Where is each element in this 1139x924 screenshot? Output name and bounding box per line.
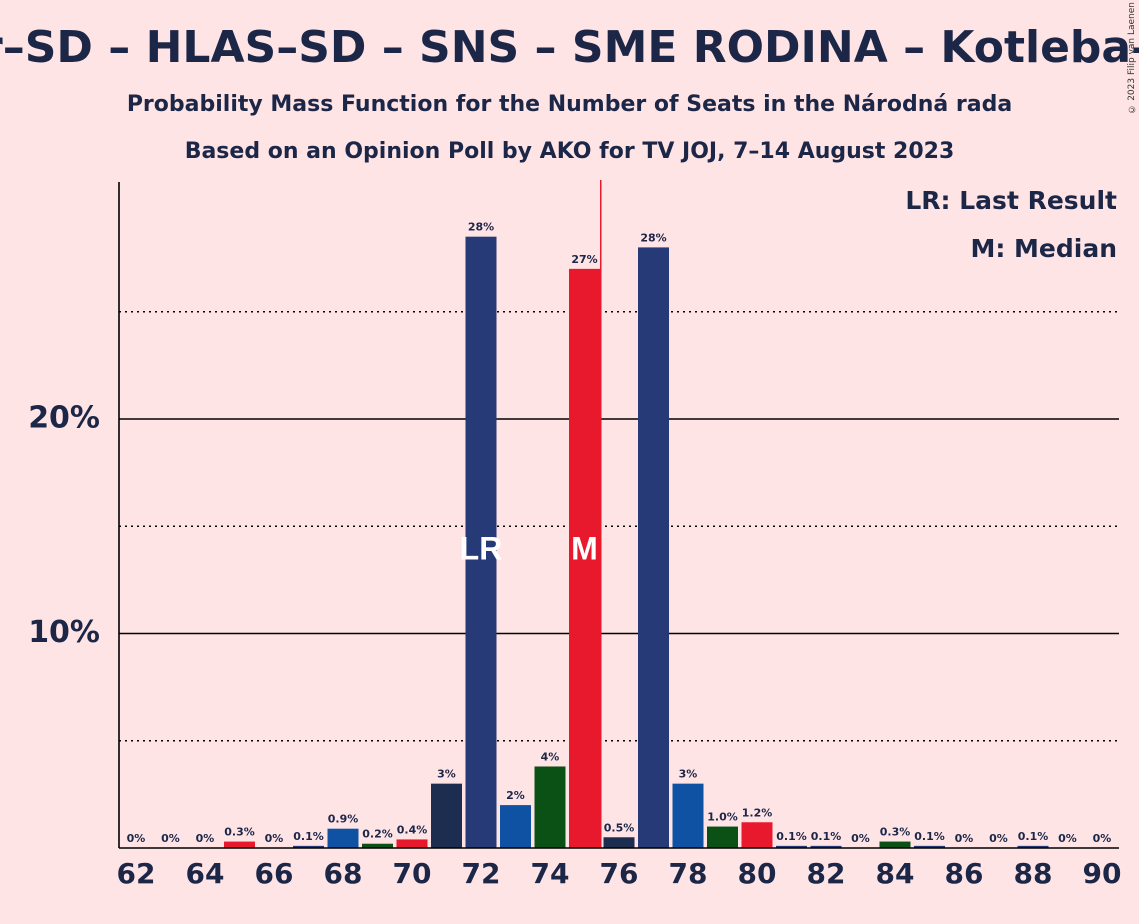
bar-74 [534, 766, 566, 848]
data-label-64: 0% [196, 832, 215, 845]
legend-last-result: LR: Last Result [905, 186, 1117, 215]
y-tick-label: 10% [28, 615, 100, 650]
bar-88 [1017, 845, 1049, 848]
bar-71 [431, 783, 462, 848]
chart-subtitle: Probability Mass Function for the Number… [126, 92, 1013, 117]
bar-81 [776, 845, 807, 848]
data-label-85: 0.1% [914, 830, 945, 843]
bar-84 [879, 841, 911, 848]
bar-67 [293, 845, 324, 848]
data-label-75: 27% [571, 253, 597, 266]
x-tick-label: 88 [1014, 857, 1053, 890]
data-label-80: 1.2% [742, 806, 773, 819]
x-tick-label: 78 [669, 857, 708, 890]
data-label-82: 0.1% [811, 830, 842, 843]
bar-80 [741, 822, 773, 848]
bar-72 [465, 236, 497, 849]
data-label-65: 0.3% [224, 826, 255, 839]
bar-65 [224, 841, 255, 848]
data-label-67: 0.1% [293, 830, 324, 843]
bar-75 [569, 268, 600, 849]
data-label-68: 0.9% [328, 813, 359, 826]
x-tick-label: 90 [1083, 857, 1122, 890]
x-tick-label: 86 [945, 857, 984, 890]
chart-title: Smer–SD – HLAS–SD – SNS – SME RODINA – K… [0, 22, 1139, 78]
data-label-73: 2% [506, 789, 525, 802]
legend-median: M: Median [970, 234, 1117, 263]
data-label-62: 0% [127, 832, 146, 845]
data-label-89: 0% [1058, 832, 1077, 845]
data-label-78: 3% [679, 768, 698, 781]
data-label-77: 28% [640, 231, 666, 244]
last-result-marker: LR [460, 530, 503, 566]
bar-77 [638, 247, 669, 848]
data-label-66: 0% [265, 832, 284, 845]
data-label-70: 0.4% [397, 823, 428, 836]
chart-title-text: Smer–SD – HLAS–SD – SNS – SME RODINA – K… [0, 22, 1139, 73]
median-marker: M [571, 530, 598, 566]
data-label-74: 4% [541, 750, 560, 763]
data-label-86: 0% [955, 832, 974, 845]
data-label-88: 0.1% [1018, 830, 1049, 843]
bar-78 [672, 783, 704, 848]
data-label-81: 0.1% [776, 830, 807, 843]
data-label-83: 0% [851, 832, 870, 845]
data-label-87: 0% [989, 832, 1008, 845]
bar-69 [362, 843, 393, 848]
data-label-84: 0.3% [880, 826, 911, 839]
y-tick-label: 20% [28, 401, 100, 436]
x-tick-label: 84 [876, 857, 915, 890]
bar-68 [327, 828, 359, 848]
data-label-76: 0.5% [604, 821, 635, 834]
chart-subtitle-source: Based on an Opinion Poll by AKO for TV J… [184, 139, 955, 164]
bar-70 [396, 839, 428, 848]
x-tick-label: 76 [600, 857, 639, 890]
data-label-71: 3% [437, 768, 456, 781]
x-tick-label: 68 [324, 857, 363, 890]
data-label-63: 0% [161, 832, 180, 845]
x-tick-label: 70 [393, 857, 432, 890]
x-tick-label: 66 [255, 857, 294, 890]
bar-73 [500, 805, 531, 848]
x-tick-label: 64 [186, 857, 225, 890]
data-label-90: 0% [1093, 832, 1112, 845]
x-tick-label: 74 [531, 857, 570, 890]
data-label-79: 1.0% [707, 811, 738, 824]
data-label-69: 0.2% [362, 828, 393, 841]
bar-82 [810, 845, 842, 848]
bar-76 [603, 837, 635, 848]
x-tick-label: 82 [807, 857, 846, 890]
bar-85 [914, 845, 945, 848]
bar-79 [707, 826, 738, 848]
x-tick-label: 62 [117, 857, 156, 890]
x-tick-label: 80 [738, 857, 777, 890]
data-label-72: 28% [468, 221, 494, 234]
x-tick-label: 72 [462, 857, 501, 890]
